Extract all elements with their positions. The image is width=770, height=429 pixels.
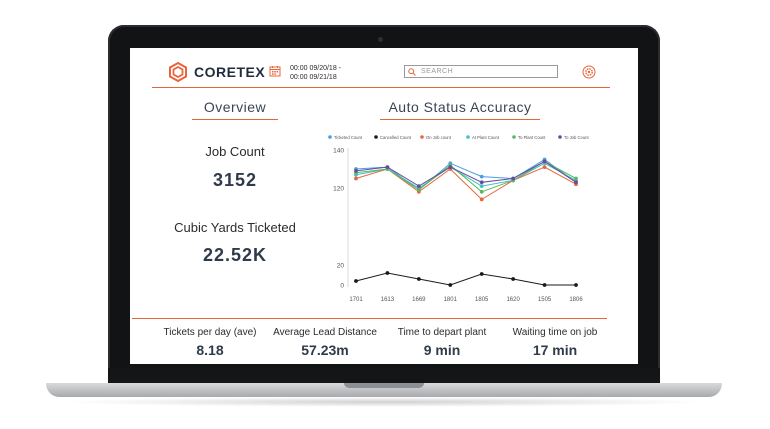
laptop-base [46, 383, 722, 397]
date-range-start: 00:00 09/20/18 - [290, 65, 341, 72]
coretex-logo-icon [169, 62, 187, 82]
series-line [355, 158, 577, 191]
legend-label: To Plant Count [518, 135, 546, 140]
data-point [574, 180, 578, 185]
kpi-label-tickets-per-day: Tickets per day (ave) [163, 327, 257, 338]
x-tick-label: 1805 [475, 297, 489, 303]
legend-swatch [374, 135, 378, 139]
series-line [355, 160, 577, 187]
legend-swatch [466, 135, 470, 139]
data-point [385, 165, 390, 169]
data-point [354, 279, 358, 283]
data-point [416, 277, 421, 281]
y-tick-label: 20 [337, 263, 345, 270]
x-tick-label: 1806 [569, 297, 583, 303]
data-point [354, 176, 358, 181]
x-tick-label: 1505 [538, 297, 552, 303]
data-point [479, 180, 484, 185]
accuracy-title: Auto Status Accuracy [388, 99, 532, 115]
kpi-label-waiting-time: Waiting time on job [512, 327, 598, 338]
cubic-yards-value: 22.52K [202, 245, 268, 265]
x-tick-label: 1620 [506, 297, 520, 303]
data-point [542, 165, 547, 169]
legend-swatch [420, 135, 424, 139]
settings-gear-icon[interactable] [582, 65, 596, 79]
date-range-end: 00:00 09/21/18 [290, 74, 337, 81]
auto-status-accuracy-chart: 0 20 120 140 1701 1613 1669 1801 1805 1620 1505 180… [328, 135, 590, 303]
brand-name: CORETEX [194, 64, 266, 80]
data-point [479, 174, 484, 179]
overview-underline [192, 119, 278, 120]
data-point [542, 283, 547, 287]
job-count-label: Job Count [205, 144, 265, 159]
legend-label: To Job Count [564, 135, 590, 140]
legend-label: At Plant Count [472, 135, 500, 140]
data-point [479, 184, 484, 188]
data-point [354, 169, 358, 173]
cubic-yards-label: Cubic Yards Ticketed [174, 220, 296, 235]
header-divider [152, 87, 610, 88]
kpi-label-lead-distance: Average Lead Distance [273, 327, 377, 338]
y-tick-label: 120 [333, 186, 344, 193]
data-point [479, 272, 484, 276]
x-tick-label: 1701 [349, 297, 363, 303]
series-line [355, 272, 576, 286]
y-tick-label: 0 [340, 283, 344, 290]
laptop-notch [344, 383, 424, 388]
x-tick-label: 1669 [412, 297, 426, 303]
dashboard-screen: CORETEX 00:00 09/20/18 - 00:00 09/21/18 … [130, 48, 638, 364]
legend-swatch [328, 135, 332, 139]
kpi-label-depart-plant: Time to depart plant [397, 327, 487, 338]
kpi-divider [132, 318, 607, 319]
data-point [416, 184, 421, 188]
data-point [511, 277, 516, 281]
search-placeholder: SEARCH [421, 68, 454, 75]
data-point [385, 271, 390, 275]
kpi-value-waiting-time: 17 min [532, 342, 578, 358]
search-icon [408, 67, 416, 76]
calendar-icon[interactable] [269, 65, 281, 77]
camera-icon [378, 37, 383, 42]
overview-title: Overview [203, 99, 267, 115]
data-point [479, 197, 484, 202]
brand-logo[interactable]: CORETEX [168, 62, 265, 82]
legend-swatch [512, 135, 516, 139]
legend-label: Ticketed Count [334, 135, 363, 140]
laptop-chin [108, 368, 660, 384]
legend-label: On Job count [426, 135, 452, 140]
search-input[interactable]: SEARCH [404, 65, 558, 78]
data-point [542, 159, 547, 164]
x-tick-label: 1801 [444, 297, 458, 303]
y-tick-label: 140 [333, 148, 344, 155]
job-count-value: 3152 [212, 170, 258, 190]
data-point [574, 176, 578, 181]
kpi-value-tickets-per-day: 8.18 [196, 342, 224, 358]
legend-label: Cancelled Count [380, 135, 412, 140]
data-point [448, 165, 453, 169]
laptop-shadow [60, 397, 710, 407]
legend-swatch [558, 135, 562, 139]
x-tick-label: 1613 [381, 297, 395, 303]
series-line [355, 166, 577, 201]
kpi-value-lead-distance: 57.23m [301, 342, 349, 358]
data-point [416, 188, 421, 192]
accuracy-underline [380, 119, 540, 120]
data-point [511, 176, 516, 181]
data-point [479, 189, 484, 194]
data-point [448, 283, 453, 287]
kpi-value-depart-plant: 9 min [423, 342, 461, 358]
date-range[interactable]: 00:00 09/20/18 - 00:00 09/21/18 [290, 64, 341, 82]
data-point [574, 283, 578, 287]
